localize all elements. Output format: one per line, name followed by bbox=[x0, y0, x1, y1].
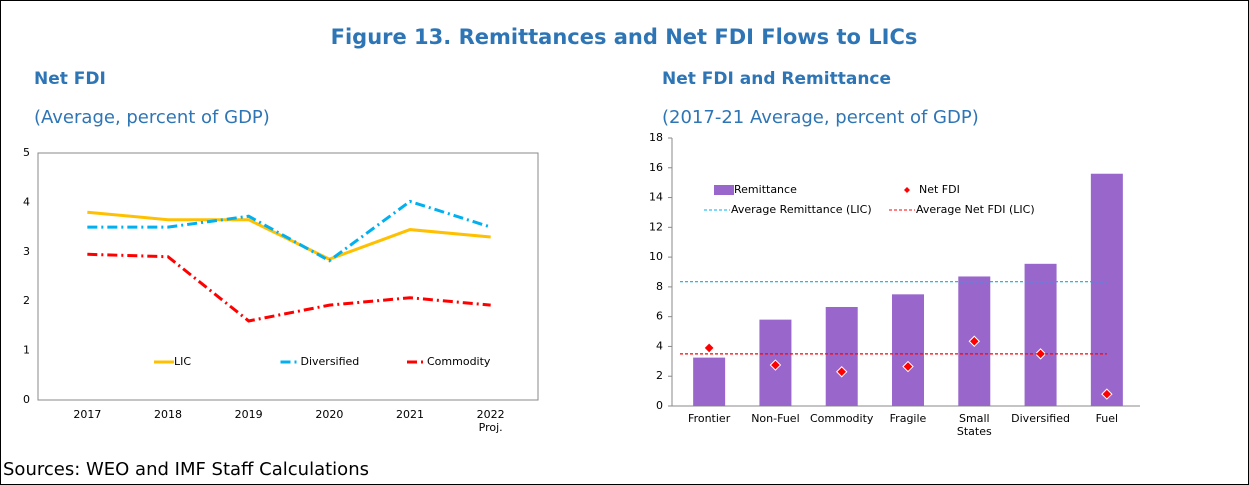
x-tick-label-text: 2019 bbox=[234, 408, 263, 421]
panel-subtitle: (Average, percent of GDP) bbox=[34, 107, 270, 128]
bar bbox=[892, 294, 924, 406]
figure-title: Figure 13. Remittances and Net FDI Flows… bbox=[331, 25, 918, 49]
x-tick-label-text: Small States bbox=[956, 412, 992, 438]
x-tick-label: Diversified bbox=[1011, 412, 1070, 425]
point bbox=[703, 342, 715, 354]
plot-frame bbox=[37, 152, 539, 401]
y-tick-label: 2 bbox=[656, 369, 663, 382]
x-tick-label-text: Commodity bbox=[809, 412, 874, 425]
y-tick-label: 18 bbox=[649, 131, 663, 144]
y-tick-label: 4 bbox=[23, 195, 30, 208]
bar bbox=[1024, 263, 1057, 406]
y-tick-label: 0 bbox=[23, 393, 30, 406]
x-tick-label: 2020 bbox=[315, 408, 344, 421]
x-tick-label: Commodity bbox=[809, 412, 874, 425]
bar bbox=[825, 306, 858, 406]
point bbox=[769, 359, 782, 371]
x-tick-label-text: Frontier bbox=[688, 412, 731, 425]
source-note: Sources: WEO and IMF Staff Calculations bbox=[3, 459, 369, 480]
legend-label: Diversified bbox=[301, 355, 360, 368]
legend-label: LIC bbox=[174, 355, 191, 368]
x-tick-label: Fuel bbox=[1095, 412, 1119, 425]
x-tick-label-text: 2018 bbox=[153, 408, 182, 421]
legend-label: Average Remittance (LIC) bbox=[731, 203, 872, 216]
legend-label: Net FDI bbox=[919, 183, 960, 196]
y-tick-label: 5 bbox=[23, 146, 30, 159]
x-tick-label-text: Non-Fuel bbox=[751, 412, 800, 425]
x-tick-label-text: Diversified bbox=[1011, 412, 1070, 425]
line-series bbox=[87, 199, 492, 263]
y-tick-label: 14 bbox=[649, 191, 663, 204]
point bbox=[968, 335, 980, 347]
line-series bbox=[87, 210, 491, 261]
x-tick-label: Non-Fuel bbox=[751, 412, 800, 425]
bar bbox=[1090, 173, 1123, 406]
point bbox=[902, 360, 914, 373]
legend-swatch bbox=[904, 187, 910, 193]
y-tick-label: 12 bbox=[649, 220, 663, 233]
x-tick-label-text: Fragile bbox=[889, 412, 927, 425]
point bbox=[836, 366, 848, 378]
x-tick-label: 2021 bbox=[395, 408, 424, 421]
panel-subtitle: (2017-21 Average, percent of GDP) bbox=[662, 107, 979, 128]
y-tick-label: 3 bbox=[23, 245, 30, 258]
point bbox=[1101, 388, 1113, 400]
legend-swatch bbox=[714, 185, 734, 195]
y-tick-label: 10 bbox=[649, 250, 663, 263]
x-tick-label-text: 2020 bbox=[315, 408, 344, 421]
legend-label: Commodity bbox=[427, 355, 491, 368]
x-tick-label-text: Fuel bbox=[1095, 412, 1119, 425]
x-tick-label: 2018 bbox=[153, 408, 182, 421]
x-tick-label: 2019 bbox=[234, 408, 263, 421]
x-tick-label: 2022 Proj. bbox=[476, 408, 505, 434]
y-tick-label: 16 bbox=[649, 161, 663, 174]
x-tick-label: 2017 bbox=[73, 408, 102, 421]
legend-label: Remittance bbox=[734, 183, 797, 196]
y-tick-label: 0 bbox=[656, 399, 663, 412]
y-tick-label: 4 bbox=[656, 339, 663, 352]
y-tick-label: 1 bbox=[23, 344, 30, 357]
x-tick-label: Fragile bbox=[889, 412, 927, 425]
bar bbox=[693, 357, 726, 406]
panel-title: Net FDI and Remittance bbox=[662, 69, 891, 89]
x-tick-label-text: 2017 bbox=[73, 408, 102, 421]
y-tick-label: 6 bbox=[656, 310, 663, 323]
x-tick-label-text: 2021 bbox=[395, 408, 424, 421]
x-tick-label: Frontier bbox=[688, 412, 731, 425]
panel-title: Net FDI bbox=[34, 69, 106, 89]
line-series bbox=[87, 252, 491, 323]
y-tick-label: 2 bbox=[23, 294, 30, 307]
legend-label: Average Net FDI (LIC) bbox=[916, 203, 1035, 216]
y-tick-label: 8 bbox=[656, 280, 663, 293]
x-tick-label: Small States bbox=[956, 412, 992, 438]
x-tick-label-text: 2022 Proj. bbox=[476, 408, 505, 434]
